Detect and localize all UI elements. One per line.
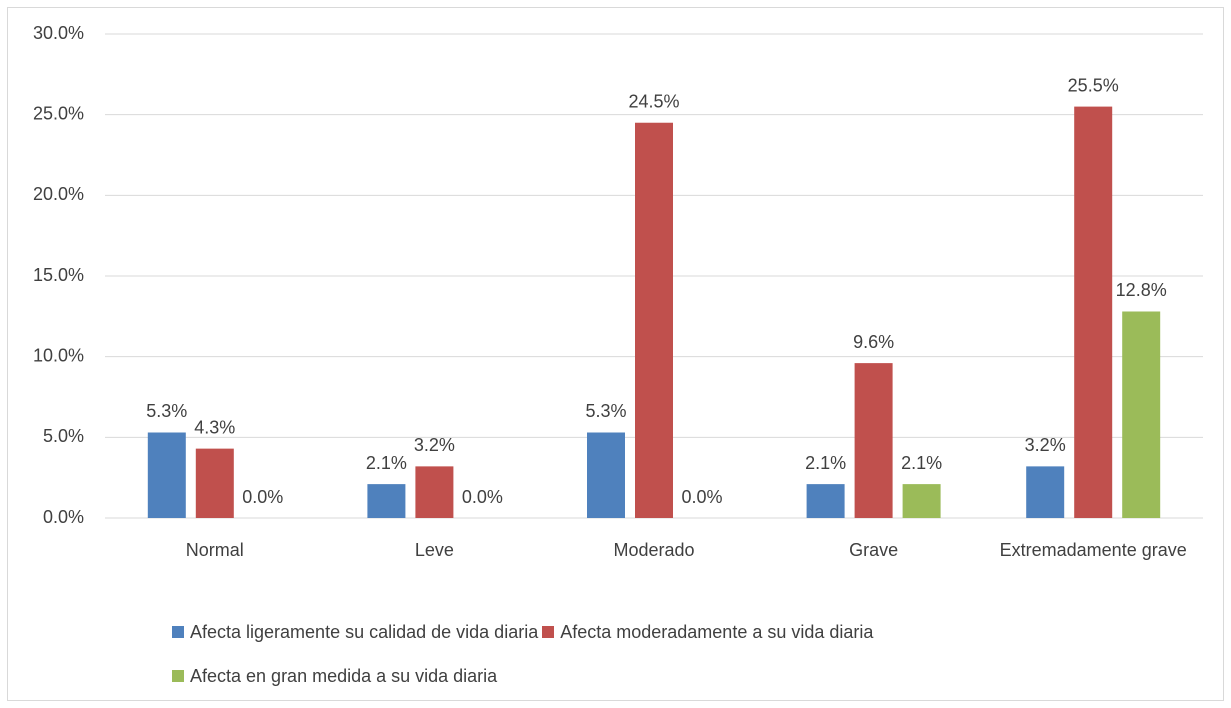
legend-label: Afecta moderadamente a su vida diaria: [560, 622, 874, 642]
data-label: 12.8%: [1116, 280, 1167, 300]
data-label: 2.1%: [366, 453, 407, 473]
legend: Afecta ligeramente su calidad de vida di…: [172, 620, 1052, 688]
legend-swatch: [172, 670, 184, 682]
legend-swatch: [542, 626, 555, 638]
bar: [806, 484, 845, 518]
legend-item: Afecta moderadamente a su vida diaria: [542, 620, 873, 644]
chart-border: [7, 7, 1224, 701]
data-label: 0.0%: [681, 487, 722, 507]
y-tick-label: 5.0%: [43, 426, 84, 446]
data-label: 5.3%: [146, 401, 187, 421]
bar: [587, 432, 625, 518]
legend-item: Afecta ligeramente su calidad de vida di…: [172, 620, 538, 644]
data-label: 9.6%: [853, 332, 894, 352]
x-tick-label: Normal: [185, 540, 244, 560]
bar: [1074, 106, 1113, 518]
x-tick-label: Moderado: [613, 540, 695, 560]
bar: [854, 363, 893, 518]
data-label: 3.2%: [414, 435, 455, 455]
data-label: 5.3%: [585, 401, 626, 421]
data-label: 25.5%: [1068, 75, 1119, 95]
data-label: 0.0%: [462, 487, 503, 507]
data-label: 24.5%: [628, 91, 679, 111]
data-label: 2.1%: [805, 453, 846, 473]
y-tick-label: 0.0%: [43, 507, 84, 527]
bar: [147, 432, 186, 518]
data-label: 3.2%: [1025, 435, 1066, 455]
y-tick-label: 15.0%: [33, 265, 84, 285]
x-tick-label: Extremadamente grave: [999, 540, 1187, 560]
data-label: 2.1%: [901, 453, 942, 473]
data-label: 0.0%: [242, 487, 283, 507]
bar: [195, 448, 234, 518]
legend-label: Afecta en gran medida a su vida diaria: [190, 666, 498, 686]
bar: [1122, 311, 1161, 518]
x-tick-label: Grave: [849, 540, 899, 560]
x-tick-label: Leve: [414, 540, 454, 560]
bar: [1026, 466, 1065, 518]
legend-item: Afecta en gran medida a su vida diaria: [172, 664, 497, 688]
bar: [415, 466, 454, 518]
bar: [367, 484, 406, 518]
data-label: 4.3%: [194, 417, 235, 437]
y-tick-label: 20.0%: [33, 184, 84, 204]
bar: [902, 484, 941, 518]
y-tick-label: 30.0%: [33, 23, 84, 43]
legend-swatch: [172, 626, 184, 638]
y-tick-label: 25.0%: [33, 103, 84, 123]
bar: [635, 122, 673, 518]
y-tick-label: 10.0%: [33, 345, 84, 365]
legend-label: Afecta ligeramente su calidad de vida di…: [190, 622, 539, 642]
